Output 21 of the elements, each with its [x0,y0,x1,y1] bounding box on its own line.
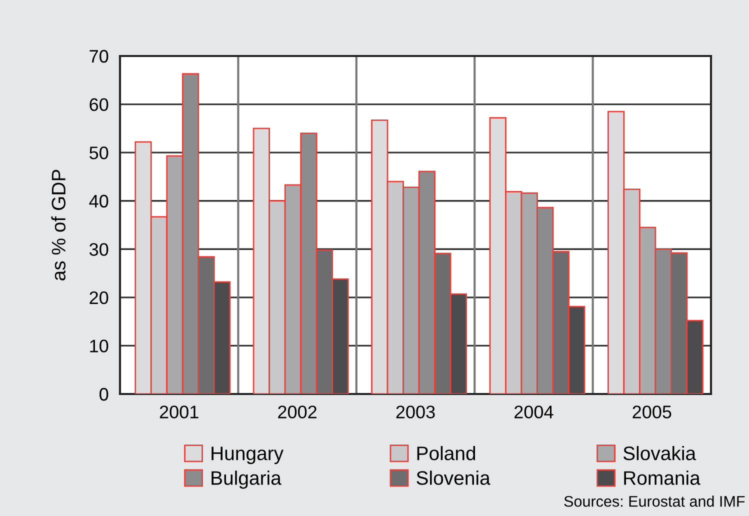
y-tick-label: 20 [90,291,108,304]
y-tick-label: 0 [100,388,108,401]
x-tick-label: 2005 [632,406,672,418]
x-tick-label: 2002 [278,406,316,418]
y-tick-label: 30 [89,243,108,256]
x-tick-label: 2004 [514,406,554,418]
y-tick-label: 10 [90,340,108,352]
legend-label: Slovakia [623,446,696,460]
y-axis-title: as % of GDP [51,170,66,280]
y-tick-label: 40 [89,194,108,208]
y-tick-label: 50 [90,146,108,160]
y-tick-label: 60 [90,98,108,112]
legend-label: Slovenia [416,470,490,485]
legend-label: Hungary [212,446,284,464]
legend-label: Romania [624,470,700,485]
y-tick-label: 70 [90,50,108,63]
x-tick-label: 2003 [396,406,435,418]
x-tick-label: 2001 [160,406,198,418]
legend-label: Poland [417,446,476,460]
legend-label: Bulgaria [212,470,282,489]
source-note: Sources: Eurostat and IMF [564,496,745,507]
